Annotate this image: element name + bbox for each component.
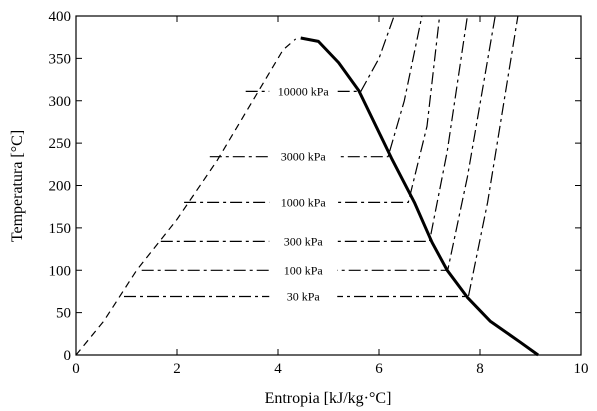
series-line-2 xyxy=(246,16,394,91)
plot-frame xyxy=(76,16,581,355)
y-tick-label-5: 250 xyxy=(49,136,72,152)
annotation-layer: 10000 kPa 3000 kPa 1000 kPa 300 kPa 100 kPa 3… xyxy=(269,84,337,303)
isobar-label-4: 100 kPa xyxy=(284,263,324,277)
x-tick-label-3: 6 xyxy=(375,361,383,377)
y-tick-label-7: 350 xyxy=(49,51,72,67)
series-line-0 xyxy=(76,39,296,355)
isobar-label-3: 300 kPa xyxy=(284,234,324,248)
y-tick-label-1: 50 xyxy=(56,306,71,322)
y-tick-label-3: 150 xyxy=(49,221,72,237)
x-tick-label-5: 10 xyxy=(574,361,589,377)
isobar-label-1: 3000 kPa xyxy=(281,150,327,164)
y-tick-label-2: 100 xyxy=(49,263,72,279)
y-tick-label-0: 0 xyxy=(64,348,72,364)
isobar-label-5: 30 kPa xyxy=(287,290,321,304)
x-tick-label-4: 8 xyxy=(476,361,484,377)
y-axis-title: Temperatura [°C] xyxy=(9,130,26,242)
x-tick-label-2: 4 xyxy=(274,361,282,377)
isobar-label-2: 1000 kPa xyxy=(281,195,327,209)
x-tick-label-1: 2 xyxy=(173,361,181,377)
series-line-6 xyxy=(142,16,496,270)
y-tick-label-6: 300 xyxy=(49,94,72,110)
y-tick-label-4: 200 xyxy=(49,179,72,195)
y-tick-label-8: 400 xyxy=(49,9,72,25)
x-tick-label-0: 0 xyxy=(72,361,80,377)
x-axis-title: Entropia [kJ/kg·°C] xyxy=(265,390,392,407)
series-layer xyxy=(76,16,538,355)
isobar-label-0: 10000 kPa xyxy=(278,84,330,98)
